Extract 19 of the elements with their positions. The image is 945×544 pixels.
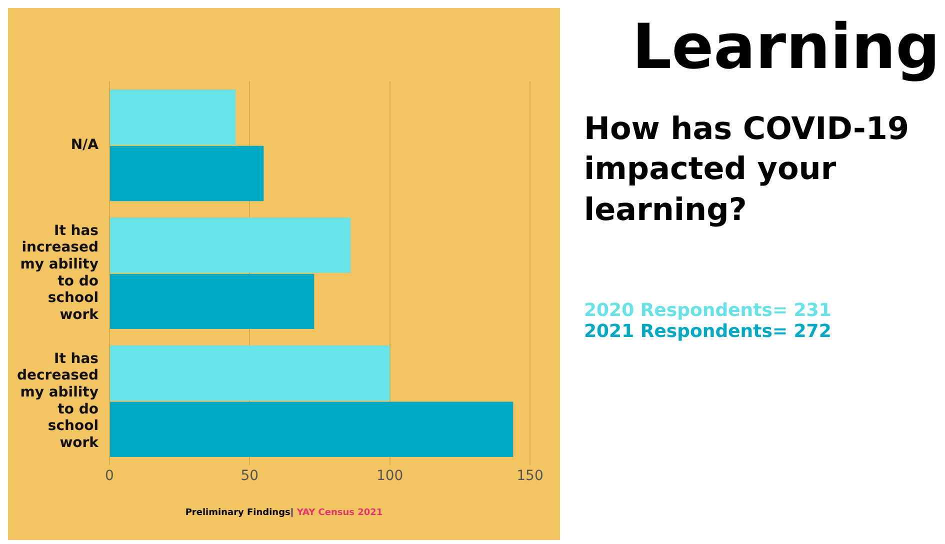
text: How has COVID-19 impacted your learning? [584,110,910,230]
text: Preliminary Findings| [185,508,295,518]
bar [110,146,264,202]
bar [110,346,390,401]
text: 2021 Respondents= 272 [584,320,832,342]
bar [110,274,314,330]
text: 2020 Respondents= 231 [584,300,832,321]
x-tick-label: 100 [376,468,404,484]
bar [110,218,351,273]
bar [110,402,514,457]
text: Learning [631,10,940,83]
x-tick-label: 150 [516,468,544,484]
bar [110,90,236,145]
y-tick-label: It has decreased my ability to do school work [16,350,100,451]
text: YAY Census 2021 [296,508,383,518]
y-tick-label: N/A [70,137,99,154]
x-tick-label: 0 [105,468,114,484]
x-tick-label: 50 [240,468,259,484]
y-tick-label: It has increased my ability to do school work [20,222,100,323]
